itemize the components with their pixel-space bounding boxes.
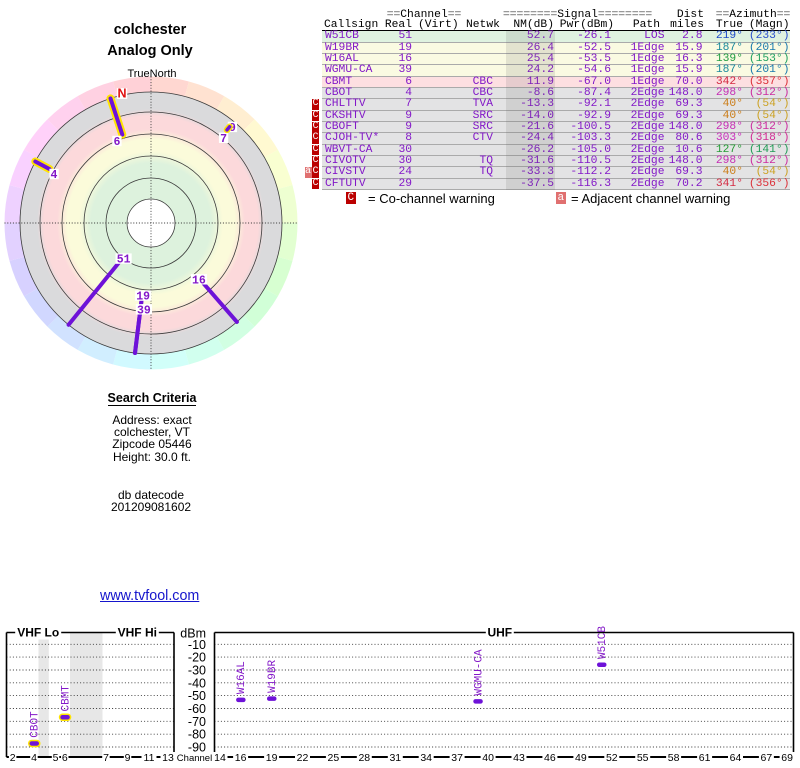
svg-text:43: 43 [513,752,525,764]
svg-text:28: 28 [358,752,370,764]
svg-text:5: 5 [53,752,59,764]
svg-text:-80: -80 [188,728,206,742]
svg-text:64: 64 [730,752,742,764]
svg-text:-40: -40 [188,676,206,690]
svg-text:40: 40 [482,752,494,764]
svg-text:61: 61 [699,752,711,764]
svg-text:-90: -90 [188,741,206,755]
svg-text:19: 19 [266,752,278,764]
svg-text:-60: -60 [188,702,206,716]
svg-text:4: 4 [31,752,37,764]
svg-text:VHF Hi: VHF Hi [118,626,157,640]
svg-text:-30: -30 [188,664,206,678]
svg-text:9: 9 [229,122,236,135]
svg-text:UHF: UHF [487,626,512,640]
svg-text:16: 16 [192,274,206,287]
svg-text:W51CB: W51CB [597,626,609,659]
svg-text:7: 7 [220,133,227,146]
svg-text:W19BR: W19BR [267,659,279,692]
svg-text:6: 6 [114,136,121,149]
svg-text:Channel: Channel [177,753,212,764]
svg-text:13: 13 [162,752,174,764]
svg-text:14: 14 [214,752,226,764]
svg-text:25: 25 [328,752,340,764]
svg-text:7: 7 [103,752,109,764]
svg-text:69: 69 [781,752,793,764]
svg-text:W16AL: W16AL [236,661,248,694]
svg-text:-70: -70 [188,715,206,729]
svg-text:4: 4 [51,169,58,182]
svg-text:16: 16 [235,752,247,764]
svg-text:WGMU-CA: WGMU-CA [473,649,485,696]
svg-text:CBMT: CBMT [60,685,72,712]
svg-text:VHF Lo: VHF Lo [17,626,59,640]
svg-text:N: N [117,87,126,101]
svg-text:51: 51 [117,254,131,267]
svg-text:31: 31 [389,752,401,764]
svg-text:-50: -50 [188,689,206,703]
svg-text:-20: -20 [188,651,206,665]
svg-text:-10: -10 [188,638,206,652]
svg-text:11: 11 [144,752,155,764]
svg-text:52: 52 [606,752,618,764]
svg-text:39: 39 [137,304,151,317]
svg-text:dBm: dBm [180,627,206,641]
svg-text:19: 19 [136,291,150,304]
svg-text:67: 67 [761,752,773,764]
svg-text:CBOT: CBOT [30,711,42,738]
svg-text:55: 55 [637,752,649,764]
svg-text:37: 37 [451,752,463,764]
svg-text:49: 49 [575,752,587,764]
svg-text:34: 34 [420,752,432,764]
svg-text:2: 2 [10,752,16,764]
svg-text:6: 6 [62,752,68,764]
svg-text:9: 9 [125,752,131,764]
svg-text:58: 58 [668,752,680,764]
svg-text:22: 22 [297,752,309,764]
svg-text:46: 46 [544,752,556,764]
